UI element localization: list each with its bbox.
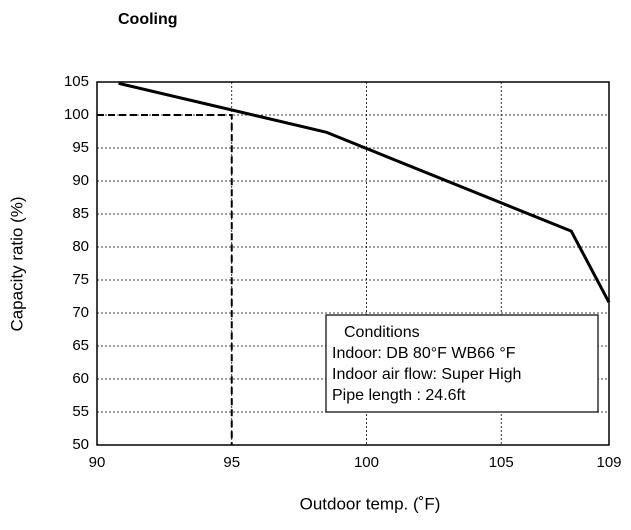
chart-title: Cooling [118,11,178,28]
y-tick-label: 65 [72,337,89,354]
y-tick-label: 85 [72,205,89,222]
y-tick-label: 70 [72,304,89,321]
y-tick-label: 100 [64,106,89,123]
reference-line [97,114,233,445]
x-tick-label: 105 [489,454,514,471]
annotation-text: Conditions [344,324,420,341]
y-tick-label: 90 [72,172,89,189]
y-tick-label: 50 [72,436,89,453]
y-tick-label: 60 [72,370,89,387]
y-axis-label: Capacity ratio (%) [7,196,26,331]
y-tick-label: 105 [64,73,89,90]
plot-frame [96,81,610,446]
annotation-text: Indoor: DB 80°F WB66 °F [332,345,516,362]
annotation-text: Indoor air flow: Super High [332,366,521,383]
line [118,81,611,304]
x-tick-label: 90 [89,454,106,471]
annotation-text: Pipe length : 24.6ft [332,387,466,404]
x-tick-label: 100 [354,454,379,471]
y-tick-label: 75 [72,271,89,288]
y-tick-label: 80 [72,238,89,255]
x-tick-label: 95 [223,454,240,471]
annotation-box [325,314,599,413]
y-tick-label: 55 [72,403,89,420]
x-axis-label: Outdoor temp. (˚F) [300,494,441,513]
y-tick-label: 95 [72,139,89,156]
x-tick-label: 109 [596,454,621,471]
